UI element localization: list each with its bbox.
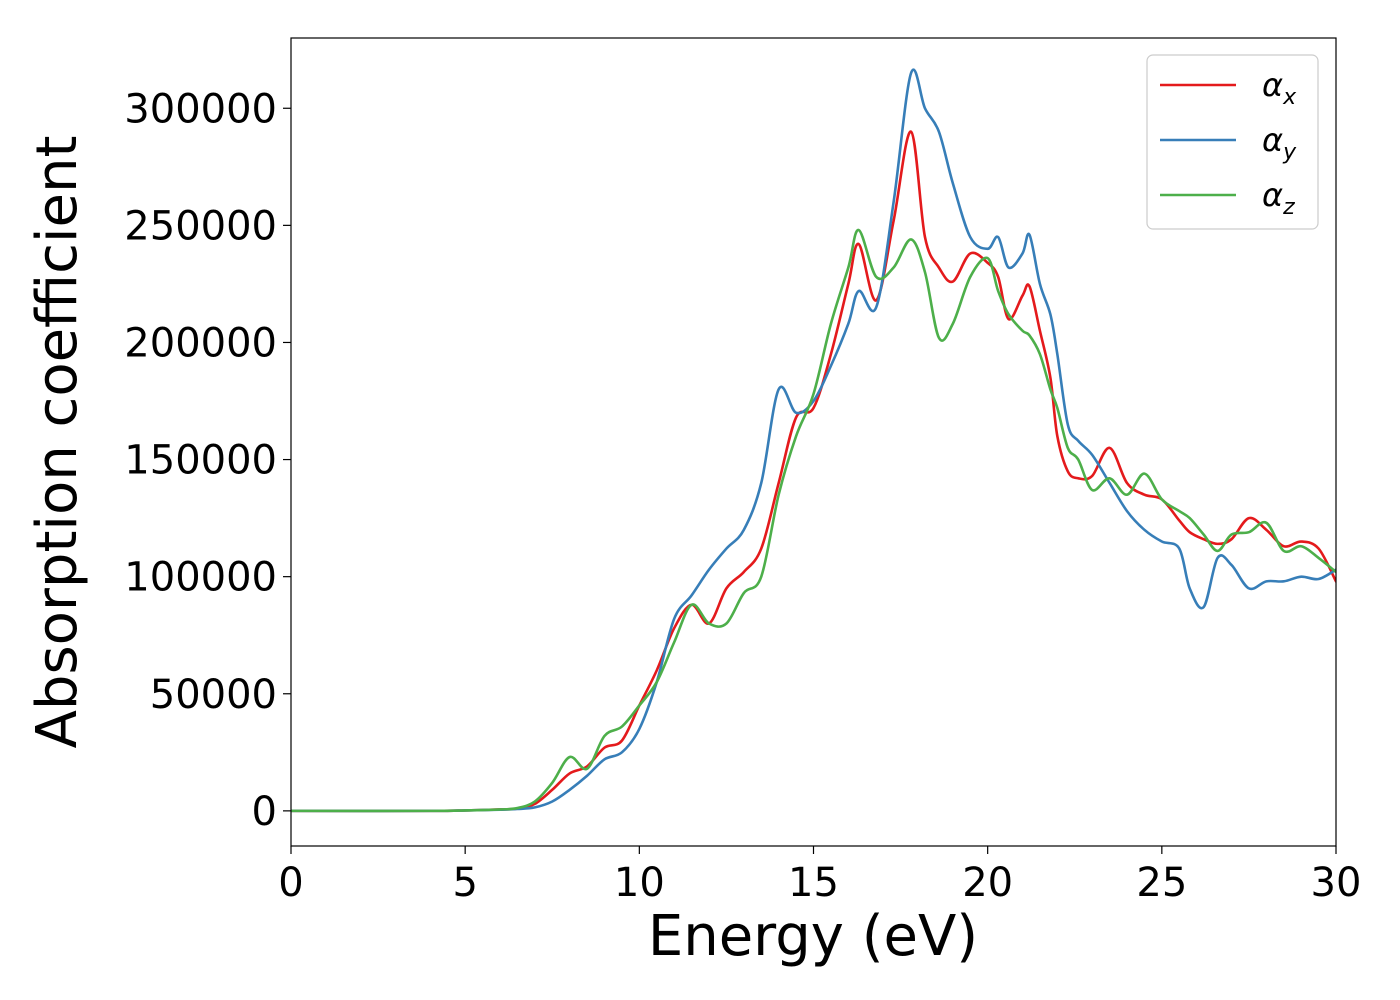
y-tick-label: 100000: [124, 555, 277, 601]
x-tick-label: 15: [788, 860, 839, 906]
y-axis-ticks: 0 50000 100000 150000 200000 250000 300000: [124, 86, 291, 835]
plot-lines: [291, 68, 1336, 813]
legend-box: [1146, 54, 1319, 230]
series-line-alpha-x: [291, 130, 1336, 813]
y-axis-label: Absorption coefficient: [25, 136, 90, 749]
x-axis-label: Energy (eV): [648, 904, 978, 969]
y-tick-label: 250000: [124, 203, 277, 249]
y-tick-label: 300000: [124, 86, 277, 132]
x-tick-label: 0: [278, 860, 303, 906]
x-tick-label: 20: [962, 860, 1013, 906]
x-tick-label: 5: [452, 860, 477, 906]
y-tick-label: 0: [252, 789, 277, 835]
x-tick-label: 30: [1311, 860, 1362, 906]
series-line-alpha-z: [291, 228, 1336, 813]
x-axis-ticks: 0 5 10 15 20 25 30: [278, 846, 1361, 906]
y-tick-label: 200000: [124, 320, 277, 366]
x-tick-label: 10: [614, 860, 665, 906]
y-tick-label: 50000: [150, 672, 277, 718]
y-tick-label: 150000: [124, 438, 277, 484]
x-tick-label: 25: [1136, 860, 1187, 906]
series-line-alpha-y: [291, 68, 1336, 813]
